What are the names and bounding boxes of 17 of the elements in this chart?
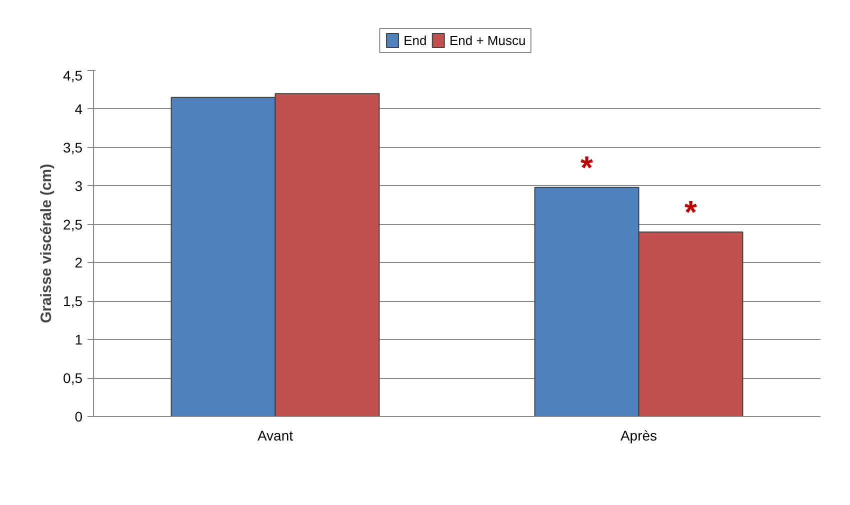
y-tick-label: 0,5 (63, 370, 83, 386)
y-tick-label: 3,5 (63, 139, 83, 156)
x-tick-label: Avant (257, 428, 294, 444)
y-tick-label: 4,5 (63, 68, 83, 84)
y-tick-label: 1,5 (63, 293, 83, 310)
legend-label: End (404, 33, 427, 48)
y-tick-label: 4 (74, 100, 83, 117)
x-tick-label: Après (620, 428, 658, 444)
annotation: * (684, 194, 698, 230)
y-axis-title: Graisse viscérale (cm) (38, 164, 56, 324)
y-tick-label: 1 (74, 332, 83, 348)
y-tick-label: 3 (74, 178, 83, 194)
y-tick-label: 2 (74, 254, 83, 271)
y-tick-label: 0 (74, 408, 83, 424)
legend-label: End + Muscu (449, 33, 526, 48)
y-tick-label: 2,5 (63, 216, 83, 232)
annotation: * (580, 149, 594, 186)
